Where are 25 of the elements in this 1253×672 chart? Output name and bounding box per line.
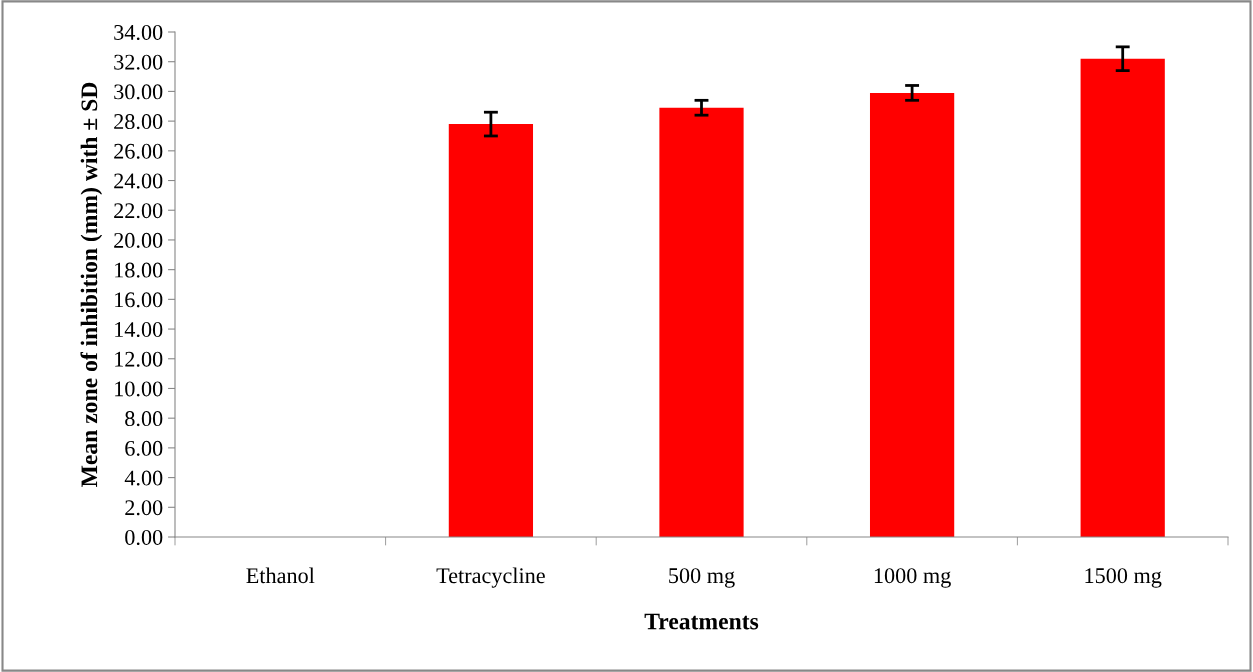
y-tick-label: 12.00 xyxy=(115,351,163,367)
y-tick-label: 24.00 xyxy=(114,173,163,189)
y-tick-label: 34.00 xyxy=(114,24,163,41)
x-tick-label: 500 mg xyxy=(669,568,735,588)
y-tick-label: 14.00 xyxy=(115,321,163,338)
x-tick-label: 1500 mg xyxy=(1085,568,1162,588)
y-tick-label: 28.00 xyxy=(114,114,163,130)
y-tick-label: 2.00 xyxy=(125,500,163,516)
x-tick-label: Ethanol xyxy=(246,567,315,584)
y-tick-label: 0.00 xyxy=(125,529,163,546)
x-tick-label: 1000 mg xyxy=(874,568,951,588)
x-tick-label: Tetracycline xyxy=(436,567,545,588)
y-tick-label: 18.00 xyxy=(115,262,163,278)
y-tick-label: 32.00 xyxy=(114,54,163,70)
y-tick-label: 20.00 xyxy=(114,232,163,248)
y-tick-label: 26.00 xyxy=(114,143,163,159)
x-axis-title: Treatments xyxy=(644,613,759,630)
y-tick-label: 10.00 xyxy=(115,381,163,397)
y-axis-title: Mean zone of inhibition (mm) with ± SD xyxy=(80,82,103,488)
y-tick-label: 16.00 xyxy=(115,292,163,308)
y-tick-label: 30.00 xyxy=(114,84,163,100)
y-tick-label: 8.00 xyxy=(125,411,163,427)
y-tick-label: 4.00 xyxy=(124,470,163,486)
y-tick-label: 6.00 xyxy=(125,440,163,456)
y-tick-label: 22.00 xyxy=(114,203,163,219)
